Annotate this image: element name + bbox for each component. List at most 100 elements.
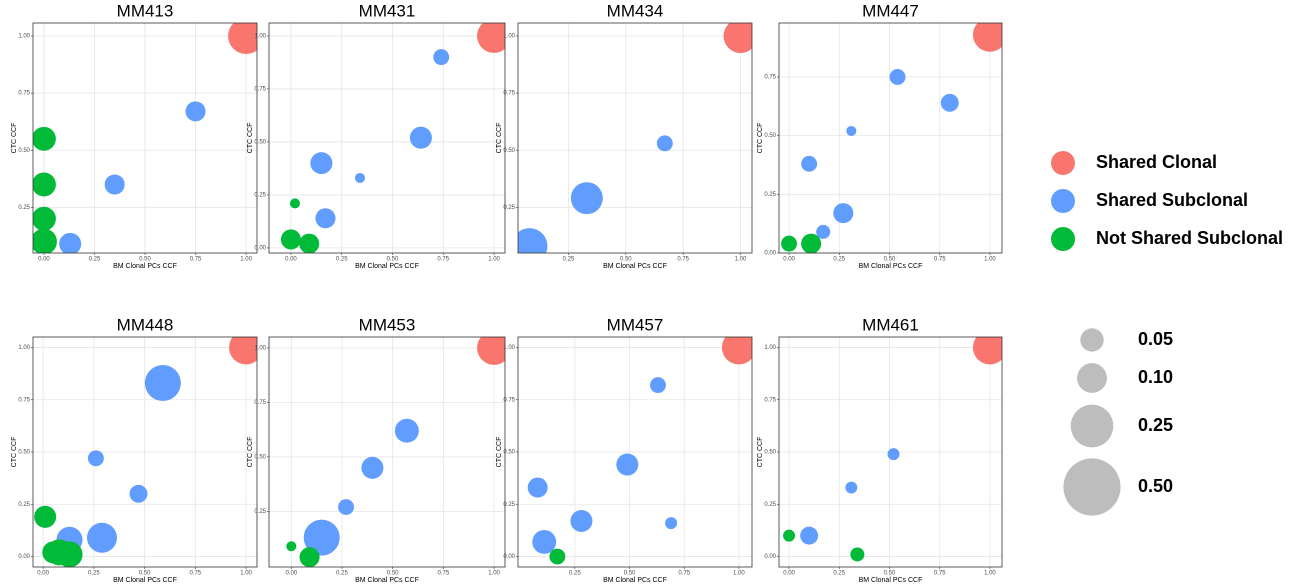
- bubble: [477, 23, 505, 53]
- panel: 0.00 0.25 0.50 0.75 1.00 0.25 0.50 0.75 1.00 MM45…: [247, 315, 506, 584]
- x-tick-label: 0.25: [89, 257, 101, 263]
- chart-title: MM447: [862, 1, 919, 20]
- y-tick-label: 0.50: [18, 148, 30, 154]
- bubble: [532, 529, 557, 554]
- bubble: [299, 233, 320, 253]
- bubble: [409, 126, 432, 149]
- x-tick-label: 0.75: [934, 571, 946, 577]
- x-tick-label: 0.25: [336, 571, 348, 577]
- bubble: [477, 337, 505, 365]
- x-tick-label: 0.50: [624, 571, 636, 577]
- bubble: [303, 519, 340, 556]
- points: [286, 337, 505, 567]
- bubble: [338, 499, 354, 515]
- y-tick-label: 1.00: [503, 34, 515, 40]
- y-tick-label: 0.50: [764, 133, 776, 139]
- bubble: [33, 228, 57, 253]
- panel: 0.25 0.50 0.75 1.00 0.25 0.50 0.75 1.00 MM434 BM …: [496, 1, 753, 270]
- chart-title: MM413: [117, 1, 174, 20]
- legend-swatch: [1051, 227, 1075, 251]
- chart-title: MM431: [359, 1, 416, 20]
- panel-bg: [269, 337, 505, 567]
- y-tick-label: 0.75: [503, 91, 515, 97]
- bubble: [33, 172, 56, 197]
- size-swatch: [1070, 404, 1114, 448]
- x-tick-label: 0.00: [783, 257, 795, 263]
- x-tick-label: 1.00: [240, 571, 252, 577]
- y-tick-label: 1.00: [764, 345, 776, 351]
- y-tick-label: 0.75: [18, 91, 30, 97]
- bubble: [129, 484, 148, 503]
- x-axis-label: BM Clonal PCs CCF: [355, 263, 419, 270]
- y-tick-label: 0.00: [764, 251, 776, 257]
- bubble: [354, 172, 366, 183]
- panel-border: [778, 22, 1003, 254]
- x-axis-label: BM Clonal PCs CCF: [603, 263, 667, 270]
- y-axis-label: CTC CCF: [757, 437, 764, 468]
- x-tick-label: 0.75: [438, 571, 450, 577]
- x-tick-label: 0.50: [387, 571, 399, 577]
- x-tick-label: 1.00: [488, 257, 500, 263]
- chart-title: MM448: [117, 315, 174, 334]
- x-tick-label: 0.00: [37, 571, 49, 577]
- bubble: [518, 228, 548, 253]
- points: [34, 337, 257, 567]
- x-tick-label: 0.25: [833, 571, 845, 577]
- x-tick-label: 0.50: [884, 571, 896, 577]
- x-tick-label: 1.00: [984, 571, 996, 577]
- y-tick-label: 0.25: [18, 205, 30, 211]
- bubble: [527, 477, 548, 498]
- legend-label: Shared Subclonal: [1096, 190, 1248, 210]
- y-tick-label: 1.00: [503, 345, 515, 351]
- y-tick-label: 0.00: [503, 554, 515, 560]
- y-tick-label: 0.50: [503, 450, 515, 456]
- bubble: [833, 203, 854, 224]
- x-tick-label: 0.50: [620, 257, 632, 263]
- panel-border: [517, 22, 753, 254]
- bubble: [59, 232, 82, 253]
- bubble: [889, 69, 906, 85]
- size-label: 0.25: [1138, 415, 1173, 435]
- y-tick-label: 0.25: [764, 192, 776, 198]
- y-tick-label: 0.75: [18, 397, 30, 403]
- bubble: [229, 337, 257, 365]
- size-swatch: [1080, 328, 1104, 352]
- panel: 0.00 0.25 0.50 0.75 1.00 0.25 0.50 0.75 1.00 MM41…: [11, 1, 258, 270]
- y-axis-label: CTC CCF: [11, 437, 18, 468]
- bubble: [801, 233, 822, 253]
- bubble: [394, 418, 419, 443]
- x-tick-label: 0.25: [833, 257, 845, 263]
- x-tick-label: 0.25: [569, 571, 581, 577]
- x-tick-label: 0.00: [38, 257, 50, 263]
- x-tick-label: 0.00: [285, 257, 297, 263]
- panel-border: [268, 22, 506, 254]
- legend-swatch: [1051, 189, 1075, 213]
- x-tick-label: 0.25: [336, 257, 348, 263]
- bubble: [570, 509, 593, 533]
- bubble: [361, 456, 384, 479]
- panel: 0.00 0.25 0.50 0.75 1.00 0.00 0.25 0.50 0.75 1.00…: [247, 1, 506, 270]
- y-tick-label: 0.00: [18, 554, 30, 560]
- bubble: [940, 93, 959, 112]
- x-axis-label: BM Clonal PCs CCF: [113, 263, 177, 270]
- legend-label: Shared Clonal: [1096, 152, 1217, 172]
- size-label: 0.50: [1138, 476, 1173, 496]
- bubble: [846, 125, 857, 136]
- x-tick-label: 0.00: [783, 571, 795, 577]
- bubble: [616, 453, 639, 476]
- size-swatch: [1063, 458, 1121, 516]
- chart-title: MM453: [359, 315, 416, 334]
- y-tick-label: 0.25: [254, 192, 266, 198]
- chart-title: MM461: [862, 315, 919, 334]
- panel: 0.00 0.25 0.50 0.75 1.00 0.00 0.25 0.50 0.75 1.00…: [11, 315, 258, 584]
- bubble: [549, 548, 566, 565]
- bubble: [144, 365, 181, 401]
- bubble: [280, 229, 301, 250]
- bubble: [87, 522, 117, 553]
- x-tick-label: 0.75: [677, 257, 689, 263]
- x-axis-label: BM Clonal PCs CCF: [355, 577, 419, 584]
- y-tick-label: 0.75: [764, 397, 776, 403]
- x-axis-label: BM Clonal PCs CCF: [859, 577, 923, 584]
- bubble: [299, 547, 320, 567]
- bubble: [850, 547, 865, 562]
